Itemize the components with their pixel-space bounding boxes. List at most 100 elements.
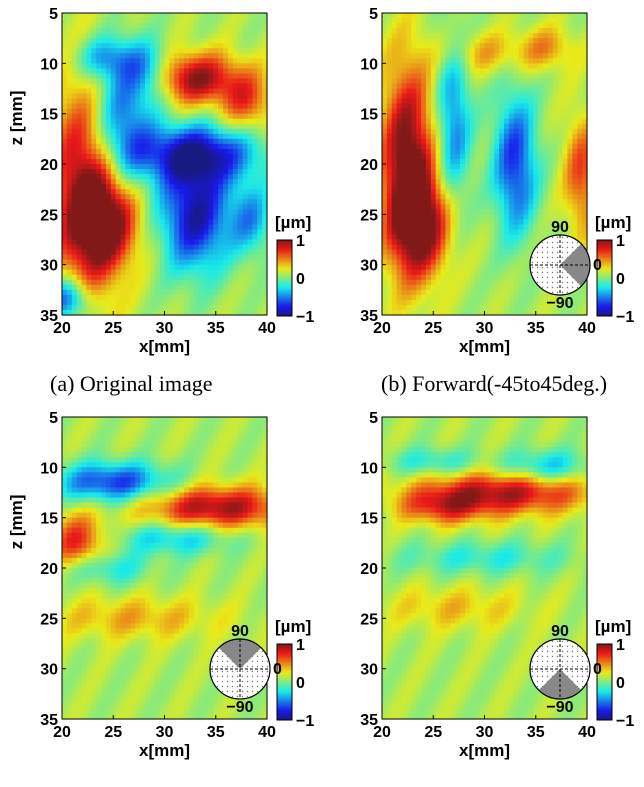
heatmap-cell (101, 118, 107, 125)
heatmap-cell (130, 199, 136, 205)
heatmap-cell (159, 143, 166, 150)
heatmap-cell (262, 189, 268, 195)
heatmap-cell (62, 113, 68, 120)
heatmap-cell (149, 299, 156, 306)
heatmap-cell (382, 23, 388, 29)
heatmap-cell (96, 179, 102, 185)
heatmap-cell (406, 58, 412, 64)
heatmap-cell (508, 38, 515, 44)
heatmap-cell (460, 113, 466, 120)
heatmap-cell (130, 153, 136, 160)
heatmap-cell (479, 284, 486, 291)
heatmap-cell (484, 254, 490, 261)
heatmap-cell (416, 259, 422, 266)
heatmap-cell (567, 224, 573, 231)
heatmap-cell (489, 53, 495, 59)
heatmap-cell (538, 43, 544, 49)
heatmap-cell (223, 199, 229, 205)
heatmap-cell (188, 209, 195, 215)
heatmap-cell (144, 284, 151, 291)
heatmap-cell (144, 43, 151, 49)
heatmap-cell (504, 194, 510, 200)
heatmap-cell (538, 123, 544, 130)
colorbar-step (277, 293, 292, 296)
heatmap-cell (425, 234, 432, 241)
heatmap-cell (484, 199, 490, 205)
heatmap-cell (455, 224, 461, 231)
heatmap-cell (101, 78, 107, 85)
heatmap-cell (494, 269, 500, 276)
heatmap-cell (411, 148, 417, 155)
heatmap-cell (115, 269, 122, 276)
heatmap-cell (179, 153, 185, 160)
heatmap-cell (227, 169, 234, 175)
heatmap-cell (179, 133, 185, 140)
heatmap-cell (130, 128, 136, 135)
heatmap-cell (247, 158, 253, 165)
heatmap-cell (257, 23, 263, 29)
heatmap-cell (149, 229, 156, 236)
heatmap-cell (247, 88, 253, 95)
heatmap-cell (71, 68, 78, 74)
heatmap-cell (523, 78, 530, 85)
heatmap-cell (115, 294, 122, 301)
heatmap-cell (66, 199, 73, 205)
heatmap-cell (174, 38, 180, 44)
heatmap-cell (164, 143, 170, 150)
heatmap-cell (62, 28, 68, 34)
heatmap-cell (144, 38, 151, 44)
heatmap-cell (435, 289, 442, 296)
heatmap-cell (125, 264, 131, 271)
heatmap-cell (425, 204, 432, 210)
heatmap-cell (489, 38, 495, 44)
heatmap-cell (208, 184, 214, 190)
heatmap-cell (130, 133, 136, 140)
heatmap-cell (154, 128, 161, 135)
heatmap-cell (494, 158, 500, 165)
heatmap-cell (504, 264, 510, 271)
heatmap-cell (518, 294, 525, 301)
heatmap-cell (504, 279, 510, 286)
heatmap-cell (101, 103, 107, 110)
heatmap-cell (184, 13, 190, 19)
heatmap-cell (91, 88, 97, 95)
heatmap-cell (140, 83, 146, 90)
heatmap-cell (179, 254, 185, 261)
heatmap-cell (208, 239, 214, 246)
heatmap-cell (518, 289, 525, 296)
heatmap-cell (401, 234, 407, 241)
heatmap-cell (213, 199, 219, 205)
heatmap-cell (144, 23, 151, 29)
heatmap-cell (149, 143, 156, 150)
heatmap-cell (81, 13, 87, 19)
heatmap-cell (547, 53, 554, 59)
heatmap-cell (247, 204, 253, 210)
heatmap-cell (208, 48, 214, 54)
heatmap-cell (232, 143, 239, 150)
heatmap-cell (421, 264, 427, 271)
heatmap-cell (237, 18, 244, 24)
heatmap-cell (86, 274, 92, 281)
heatmap-cell (135, 249, 141, 256)
heatmap-cell (528, 304, 534, 311)
heatmap-cell (242, 158, 249, 165)
heatmap-cell (538, 304, 544, 311)
heatmap-cell (105, 184, 112, 190)
heatmap-cell (81, 274, 87, 281)
heatmap-cell (164, 294, 170, 301)
heatmap-cell (382, 148, 388, 155)
heatmap-cell (440, 153, 447, 160)
heatmap-cell (382, 274, 388, 281)
heatmap-cell (430, 169, 437, 175)
heatmap-cell (184, 219, 190, 225)
heatmap-cell (218, 219, 224, 225)
heatmap-cell (91, 204, 97, 210)
heatmap-cell (474, 309, 481, 316)
heatmap-cell (445, 164, 451, 170)
heatmap-cell (411, 118, 417, 125)
heatmap-cell (174, 128, 180, 135)
heatmap-cell (110, 224, 117, 231)
heatmap-cell (401, 294, 407, 301)
heatmap-cell (508, 264, 515, 271)
heatmap-cell (135, 78, 141, 85)
